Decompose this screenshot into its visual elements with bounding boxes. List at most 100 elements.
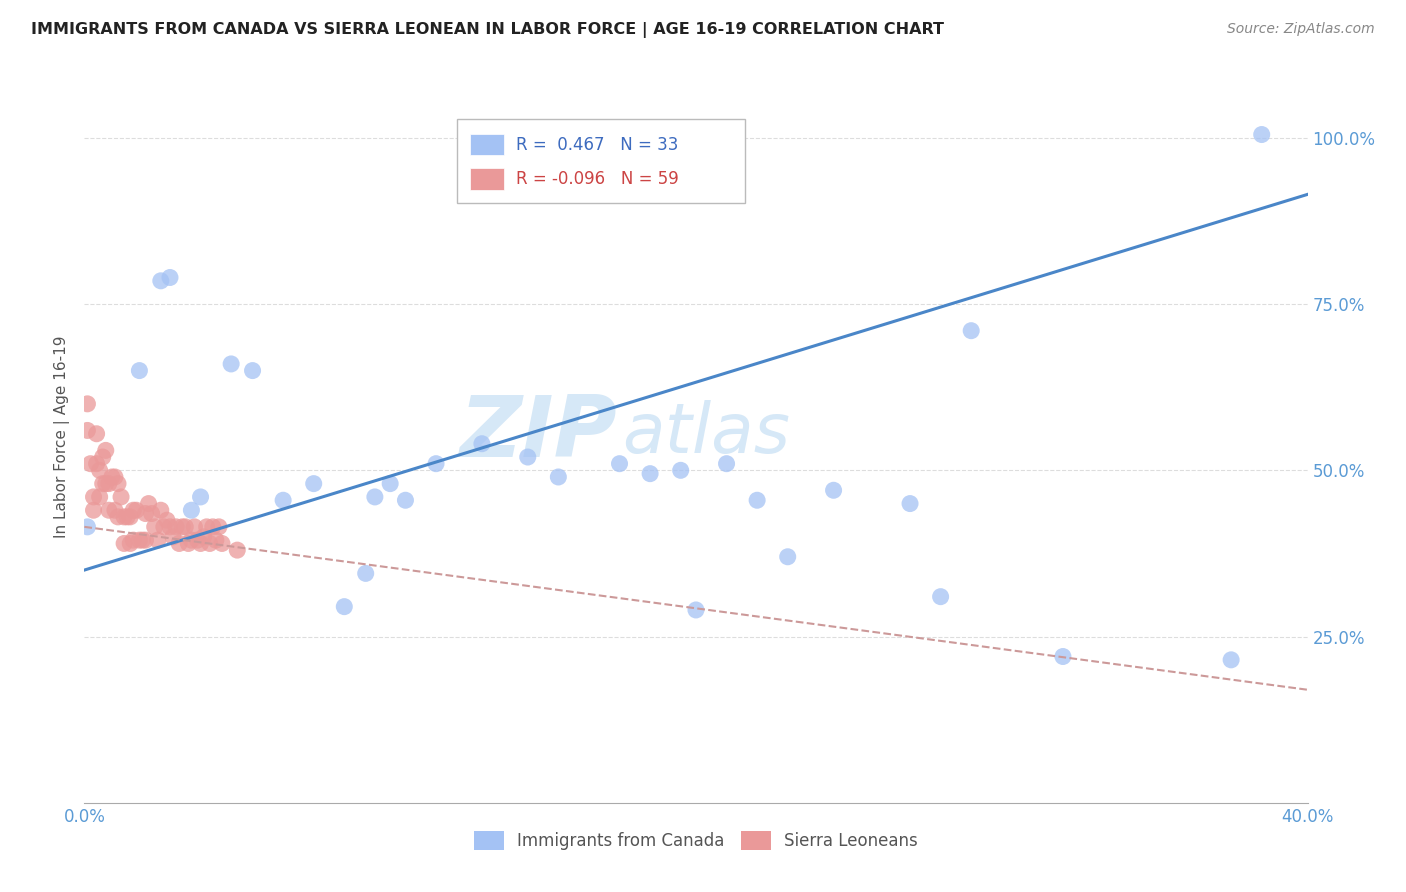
Point [91, 476, 114, 491]
Point [131, 533, 153, 548]
Point [747, 493, 769, 508]
Point [333, 599, 356, 614]
Point [669, 463, 692, 477]
Point [107, 509, 129, 524]
Text: Source: ZipAtlas.com: Source: ZipAtlas.com [1227, 22, 1375, 37]
Point [97, 476, 120, 491]
Point [929, 590, 952, 604]
Text: R =  0.467   N = 33: R = 0.467 N = 33 [516, 136, 679, 153]
Point [547, 470, 569, 484]
Point [219, 357, 242, 371]
Point [271, 493, 294, 508]
Point [91, 450, 114, 464]
Point [823, 483, 845, 498]
Point [83, 503, 105, 517]
Point [120, 509, 142, 524]
Text: ZIP: ZIP [458, 392, 616, 475]
Point [1250, 128, 1272, 142]
FancyBboxPatch shape [457, 119, 745, 203]
Y-axis label: In Labor Force | Age 16-19: In Labor Force | Age 16-19 [55, 335, 70, 539]
Point [159, 520, 181, 534]
Point [83, 490, 105, 504]
Point [186, 533, 208, 548]
Point [685, 603, 707, 617]
Point [138, 497, 160, 511]
Point [195, 520, 218, 534]
Point [156, 513, 179, 527]
Point [107, 476, 129, 491]
Point [208, 520, 231, 534]
Point [135, 507, 157, 521]
Point [122, 503, 145, 517]
Legend: Immigrants from Canada, Sierra Leoneans: Immigrants from Canada, Sierra Leoneans [467, 824, 925, 856]
Point [112, 509, 135, 524]
Point [159, 270, 181, 285]
Point [211, 536, 233, 550]
Point [149, 274, 172, 288]
Point [201, 520, 224, 534]
Point [79, 457, 101, 471]
Point [776, 549, 799, 564]
Point [162, 530, 184, 544]
Point [76, 520, 98, 534]
Text: IMMIGRANTS FROM CANADA VS SIERRA LEONEAN IN LABOR FORCE | AGE 16-19 CORRELATION : IMMIGRANTS FROM CANADA VS SIERRA LEONEAN… [31, 22, 943, 38]
Point [89, 463, 111, 477]
Point [128, 363, 150, 377]
Point [638, 467, 661, 481]
Point [146, 533, 169, 548]
Point [112, 536, 135, 550]
Point [516, 450, 538, 464]
Point [471, 436, 494, 450]
FancyBboxPatch shape [470, 168, 503, 190]
Point [183, 520, 205, 534]
Point [960, 324, 983, 338]
Point [153, 520, 176, 534]
Point [242, 363, 264, 377]
Text: atlas: atlas [623, 400, 790, 467]
Point [180, 503, 202, 517]
Point [190, 490, 212, 504]
Point [89, 490, 111, 504]
Point [425, 457, 447, 471]
Point [205, 533, 228, 548]
Point [141, 507, 163, 521]
Point [101, 470, 124, 484]
Point [364, 490, 387, 504]
Point [120, 536, 142, 550]
Point [1220, 653, 1243, 667]
Point [104, 503, 127, 517]
Point [135, 533, 157, 548]
Point [122, 533, 145, 548]
Point [609, 457, 631, 471]
Point [1052, 649, 1074, 664]
Point [180, 533, 202, 548]
Point [149, 503, 172, 517]
Point [94, 443, 117, 458]
Point [128, 533, 150, 548]
Point [226, 543, 249, 558]
Point [94, 476, 117, 491]
Point [302, 476, 325, 491]
Point [86, 426, 108, 441]
Point [716, 457, 738, 471]
Point [165, 520, 187, 534]
Point [167, 536, 190, 550]
Point [394, 493, 416, 508]
Point [354, 566, 377, 581]
Point [172, 520, 194, 534]
Point [86, 457, 108, 471]
Point [193, 530, 215, 544]
FancyBboxPatch shape [470, 134, 503, 155]
Point [143, 520, 166, 534]
Point [76, 397, 98, 411]
Point [76, 424, 98, 438]
Point [174, 520, 197, 534]
Point [97, 503, 120, 517]
Point [198, 536, 221, 550]
Point [898, 497, 921, 511]
Point [380, 476, 402, 491]
Point [110, 490, 132, 504]
Point [115, 509, 138, 524]
Point [125, 503, 148, 517]
Point [190, 536, 212, 550]
